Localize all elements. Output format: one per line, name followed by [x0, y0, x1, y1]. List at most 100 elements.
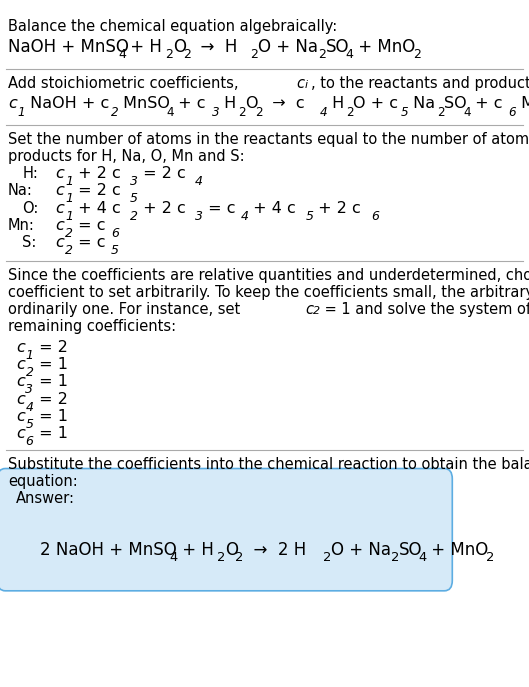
Text: 1: 1 [25, 349, 33, 362]
Text: 4: 4 [170, 551, 178, 564]
Text: 6: 6 [111, 227, 119, 240]
Text: 2: 2 [238, 106, 245, 120]
Text: 3: 3 [25, 383, 33, 396]
Text: Na: Na [408, 96, 435, 111]
Text: c: c [56, 235, 65, 250]
Text: c: c [56, 218, 65, 233]
Text: H:: H: [22, 166, 38, 181]
Text: 4: 4 [320, 106, 327, 120]
Text: 5: 5 [25, 418, 33, 431]
Text: 2 NaOH + MnSO: 2 NaOH + MnSO [40, 541, 177, 559]
Text: c: c [16, 357, 25, 372]
Text: O: O [173, 38, 186, 56]
Text: Balance the chemical equation algebraically:: Balance the chemical equation algebraica… [8, 19, 337, 34]
Text: + H: + H [125, 38, 162, 56]
Text: 4: 4 [418, 551, 427, 564]
Text: products for H, Na, O, Mn and S:: products for H, Na, O, Mn and S: [8, 149, 244, 164]
Text: Mn:: Mn: [8, 218, 35, 233]
Text: c: c [297, 76, 305, 91]
Text: remaining coefficients:: remaining coefficients: [8, 319, 176, 335]
Text: c: c [8, 96, 17, 111]
Text: Answer:: Answer: [16, 491, 75, 506]
Text: equation:: equation: [8, 474, 78, 489]
Text: 5: 5 [111, 244, 119, 257]
Text: = 1: = 1 [34, 357, 68, 372]
Text: 2: 2 [318, 48, 326, 61]
Text: = 2 c: = 2 c [72, 183, 121, 199]
Text: = c: = c [72, 218, 105, 233]
Text: c: c [56, 166, 65, 181]
Text: 5: 5 [306, 210, 314, 223]
Text: 2: 2 [65, 227, 73, 240]
Text: c: c [16, 426, 25, 441]
Text: c: c [16, 374, 25, 390]
Text: = 2 c: = 2 c [138, 166, 185, 181]
Text: + H: + H [177, 541, 214, 559]
Text: = c: = c [72, 235, 105, 250]
Text: 1: 1 [65, 192, 73, 205]
Text: H: H [219, 96, 236, 111]
Text: + c: + c [173, 96, 206, 111]
Text: 6: 6 [25, 435, 33, 448]
Text: O:: O: [22, 201, 39, 216]
Text: 2: 2 [217, 551, 226, 564]
Text: + MnO: + MnO [353, 38, 415, 56]
Text: 2: 2 [111, 106, 118, 120]
Text: = 1: = 1 [34, 426, 68, 441]
Text: 2: 2 [130, 210, 138, 223]
Text: 5: 5 [401, 106, 408, 120]
Text: O: O [225, 541, 238, 559]
Text: 2: 2 [235, 551, 243, 564]
Text: Substitute the coefficients into the chemical reaction to obtain the balanced: Substitute the coefficients into the che… [8, 457, 529, 472]
Text: 4: 4 [241, 210, 249, 223]
Text: 2: 2 [437, 106, 444, 120]
Text: + 2 c: + 2 c [72, 166, 121, 181]
Text: 2: 2 [254, 106, 262, 120]
Text: 2: 2 [25, 366, 33, 379]
Text: Since the coefficients are relative quantities and underdetermined, choose a: Since the coefficients are relative quan… [8, 268, 529, 283]
Text: H: H [326, 96, 344, 111]
Text: S:: S: [22, 235, 37, 250]
Text: NaOH + MnSO: NaOH + MnSO [8, 38, 129, 56]
Text: + 2 c: + 2 c [138, 201, 185, 216]
Text: →  c: → c [262, 96, 305, 111]
Text: O + Na: O + Na [331, 541, 391, 559]
Text: + 4 c: + 4 c [72, 201, 121, 216]
Text: + 4 c: + 4 c [248, 201, 296, 216]
Text: 5: 5 [130, 192, 138, 205]
Text: coefficient to set arbitrarily. To keep the coefficients small, the arbitrary va: coefficient to set arbitrarily. To keep … [8, 285, 529, 300]
Text: + MnO: + MnO [426, 541, 489, 559]
Text: = 1 and solve the system of equations for the: = 1 and solve the system of equations fo… [320, 302, 529, 317]
Text: 2: 2 [166, 48, 174, 61]
Text: c: c [56, 183, 65, 199]
Text: + c: + c [470, 96, 503, 111]
Text: i: i [305, 80, 308, 90]
Text: 2: 2 [65, 244, 73, 257]
Text: MnSO: MnSO [118, 96, 170, 111]
Text: SO: SO [325, 38, 349, 56]
Text: 1: 1 [65, 175, 73, 188]
Text: = c: = c [203, 201, 235, 216]
Text: Na:: Na: [8, 183, 33, 199]
Text: 4: 4 [118, 48, 126, 61]
Text: 2: 2 [313, 306, 321, 317]
Text: 3: 3 [195, 210, 203, 223]
Text: 4: 4 [463, 106, 471, 120]
Text: Set the number of atoms in the reactants equal to the number of atoms in the: Set the number of atoms in the reactants… [8, 132, 529, 147]
Text: 2: 2 [346, 106, 353, 120]
Text: SO: SO [444, 96, 467, 111]
FancyBboxPatch shape [0, 469, 452, 591]
Text: 4: 4 [166, 106, 174, 120]
Text: 2: 2 [323, 551, 331, 564]
Text: 3: 3 [212, 106, 219, 120]
Text: 6: 6 [371, 210, 379, 223]
Text: = 1: = 1 [34, 374, 68, 390]
Text: = 2: = 2 [34, 340, 68, 355]
Text: 1: 1 [65, 210, 73, 223]
Text: O: O [245, 96, 258, 111]
Text: O + Na: O + Na [258, 38, 318, 56]
Text: O + c: O + c [353, 96, 398, 111]
Text: + 2 c: + 2 c [313, 201, 361, 216]
Text: 4: 4 [195, 175, 203, 188]
Text: MnO: MnO [516, 96, 529, 111]
